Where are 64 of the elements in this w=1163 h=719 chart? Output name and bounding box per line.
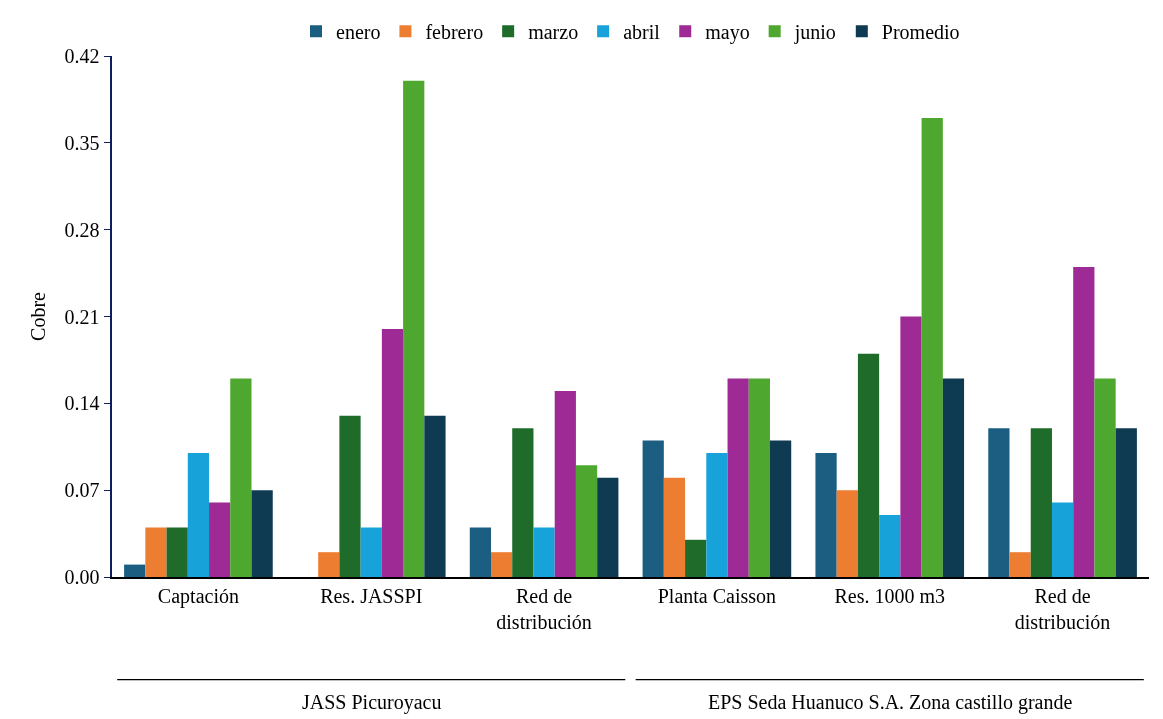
bar <box>318 552 340 577</box>
bar <box>1009 552 1031 577</box>
y-axis-title: Cobre <box>26 291 49 341</box>
bar <box>1073 266 1095 577</box>
bar <box>339 415 361 577</box>
bar <box>166 527 188 577</box>
y-tick-label: 0.14 <box>64 392 100 415</box>
bar <box>879 514 901 577</box>
bar <box>145 527 167 577</box>
bar <box>748 378 770 577</box>
x-tick-label: Red de distribución <box>496 584 592 633</box>
bar <box>554 390 576 577</box>
bar <box>1051 502 1074 577</box>
text: EPS Seda Huanuco S.A. Zona castillo grande <box>708 691 1073 714</box>
bar <box>857 353 880 577</box>
bar <box>424 415 446 577</box>
bar <box>836 490 858 577</box>
legend-label: Promedio <box>881 21 960 44</box>
legend-label: abril <box>623 21 661 44</box>
bar <box>360 527 382 577</box>
bar <box>469 527 491 577</box>
x-tick-label: Captación <box>157 584 239 608</box>
x-tick-label: Res. 1000 m3 <box>834 584 946 607</box>
bar <box>1094 378 1116 577</box>
legend-label: mayo <box>705 21 750 45</box>
bar <box>663 477 686 577</box>
bar <box>512 428 534 577</box>
bar <box>124 564 146 577</box>
bar <box>770 440 792 577</box>
y-tick-label: 0.35 <box>64 131 100 154</box>
y-tick-label: 0.42 <box>64 45 100 67</box>
bar <box>1115 428 1137 577</box>
bar <box>706 452 728 577</box>
bar <box>988 428 1010 577</box>
legend-label: junio <box>793 21 836 45</box>
legend-label: enero <box>336 21 381 44</box>
bar <box>597 477 619 577</box>
x-tick-label: Res. JASSPI <box>320 584 423 607</box>
x-tick-label: Planta Caisson <box>657 584 777 607</box>
bar <box>1030 428 1052 577</box>
y-tick-label: 0.28 <box>64 218 100 241</box>
bar <box>815 452 837 577</box>
text: JASS Picuroyacu <box>302 691 442 714</box>
bar <box>381 328 404 577</box>
bar <box>942 378 965 577</box>
bar <box>921 118 943 577</box>
bar <box>727 378 749 577</box>
y-tick-label: 0.00 <box>64 566 100 588</box>
x-tick-label: Red de distribución <box>1014 584 1111 633</box>
bar <box>251 490 273 577</box>
bar <box>533 527 555 577</box>
legend-label: febrero <box>425 21 484 44</box>
y-tick-label: 0.21 <box>64 305 100 328</box>
bar <box>900 316 922 577</box>
legend-label: marzo <box>528 21 579 44</box>
bar <box>491 552 513 577</box>
bar <box>403 80 425 577</box>
bar <box>642 440 664 577</box>
bar <box>575 465 598 577</box>
bar <box>685 539 707 577</box>
bar <box>230 378 252 577</box>
bar <box>209 502 231 577</box>
bar <box>187 452 210 577</box>
y-tick-label: 0.07 <box>64 479 100 502</box>
